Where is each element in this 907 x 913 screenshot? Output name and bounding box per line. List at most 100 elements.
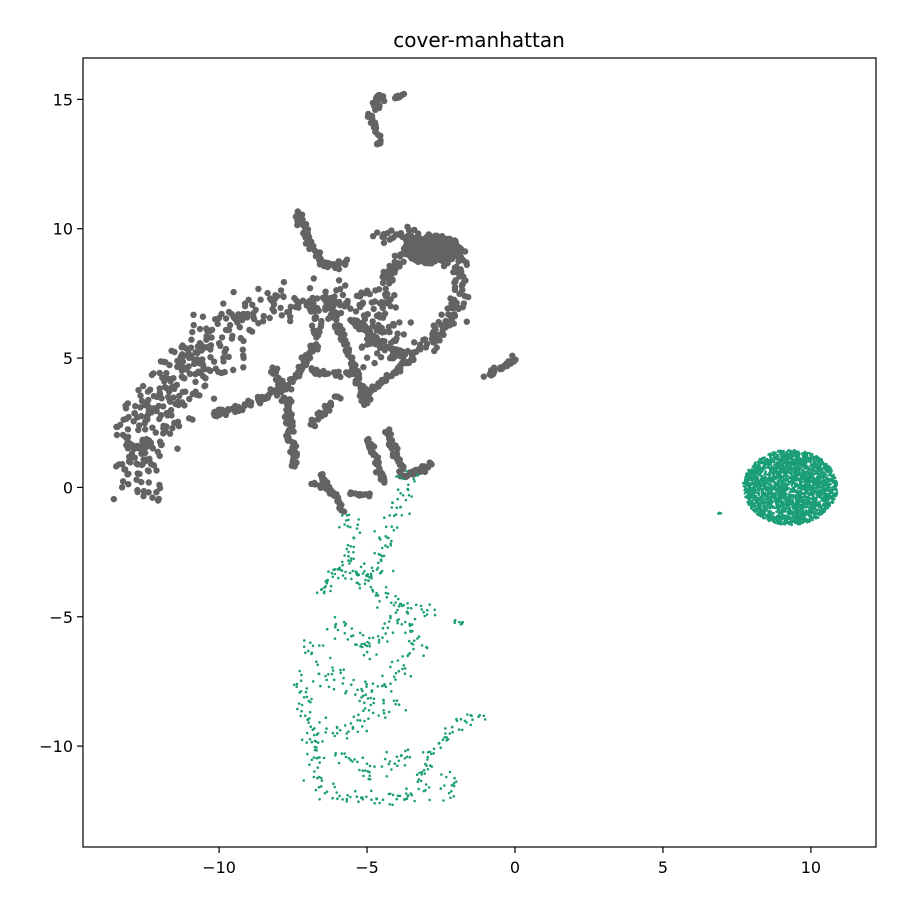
point bbox=[410, 631, 413, 634]
point bbox=[755, 475, 758, 478]
point bbox=[810, 481, 813, 484]
point bbox=[769, 474, 772, 477]
point bbox=[316, 733, 319, 736]
point bbox=[315, 746, 318, 749]
point bbox=[762, 466, 765, 469]
point bbox=[806, 466, 809, 469]
point bbox=[164, 410, 170, 416]
point bbox=[761, 469, 764, 472]
point bbox=[328, 300, 334, 306]
point bbox=[381, 547, 384, 550]
point bbox=[772, 519, 775, 522]
point bbox=[770, 463, 773, 466]
point bbox=[432, 325, 438, 331]
point bbox=[395, 507, 398, 510]
point bbox=[204, 335, 210, 341]
point bbox=[362, 709, 365, 712]
point bbox=[438, 742, 441, 745]
point bbox=[135, 470, 141, 476]
point bbox=[372, 682, 375, 685]
point bbox=[755, 471, 758, 474]
point bbox=[396, 319, 402, 325]
point bbox=[357, 523, 360, 526]
point bbox=[425, 764, 428, 767]
point bbox=[793, 458, 796, 461]
point bbox=[114, 432, 120, 438]
point bbox=[346, 525, 349, 528]
point bbox=[392, 266, 398, 272]
point bbox=[339, 327, 345, 333]
point bbox=[796, 477, 799, 480]
point bbox=[327, 673, 330, 676]
point bbox=[798, 492, 801, 495]
point bbox=[191, 322, 197, 328]
point bbox=[806, 470, 809, 473]
point bbox=[456, 273, 462, 279]
point bbox=[303, 362, 309, 368]
point bbox=[372, 125, 378, 131]
point bbox=[449, 732, 452, 735]
point bbox=[318, 673, 321, 676]
point bbox=[326, 790, 329, 793]
point bbox=[352, 634, 355, 637]
point bbox=[337, 568, 340, 571]
point bbox=[798, 518, 801, 521]
point bbox=[802, 473, 805, 476]
point bbox=[361, 769, 364, 772]
point bbox=[391, 804, 394, 807]
point bbox=[405, 709, 408, 712]
point bbox=[402, 604, 405, 607]
point bbox=[792, 518, 795, 521]
point bbox=[411, 468, 417, 474]
point bbox=[764, 464, 767, 467]
point bbox=[428, 603, 431, 606]
point bbox=[357, 304, 363, 310]
point bbox=[744, 478, 747, 481]
point bbox=[408, 640, 411, 643]
point bbox=[241, 403, 247, 409]
point bbox=[346, 514, 349, 517]
point bbox=[427, 768, 430, 771]
point bbox=[768, 499, 771, 502]
point bbox=[316, 591, 319, 594]
point bbox=[812, 484, 815, 487]
x-tick-label: −10 bbox=[202, 858, 236, 877]
point bbox=[448, 792, 451, 795]
point bbox=[386, 442, 392, 448]
point bbox=[346, 798, 349, 801]
point bbox=[793, 496, 796, 499]
point bbox=[471, 718, 474, 721]
point bbox=[382, 709, 385, 712]
point bbox=[792, 481, 795, 484]
point bbox=[389, 682, 392, 685]
point bbox=[318, 798, 321, 801]
point bbox=[409, 256, 415, 262]
point bbox=[779, 473, 782, 476]
point bbox=[309, 322, 315, 328]
point bbox=[836, 484, 839, 487]
point bbox=[799, 499, 802, 502]
point bbox=[315, 789, 318, 792]
point bbox=[235, 311, 241, 317]
point bbox=[823, 464, 826, 467]
point bbox=[420, 337, 426, 343]
point bbox=[313, 734, 316, 737]
point bbox=[352, 679, 355, 682]
point bbox=[377, 685, 380, 688]
point bbox=[176, 393, 182, 399]
point bbox=[402, 478, 405, 481]
point bbox=[432, 752, 435, 755]
point bbox=[316, 663, 319, 666]
point bbox=[477, 716, 480, 719]
point bbox=[750, 490, 753, 493]
point bbox=[111, 496, 117, 502]
point bbox=[376, 468, 382, 474]
point bbox=[430, 753, 433, 756]
point bbox=[349, 572, 352, 575]
point bbox=[364, 707, 367, 710]
point bbox=[370, 452, 376, 458]
point bbox=[750, 468, 753, 471]
point bbox=[458, 728, 461, 731]
point bbox=[381, 555, 384, 558]
point bbox=[331, 673, 334, 676]
